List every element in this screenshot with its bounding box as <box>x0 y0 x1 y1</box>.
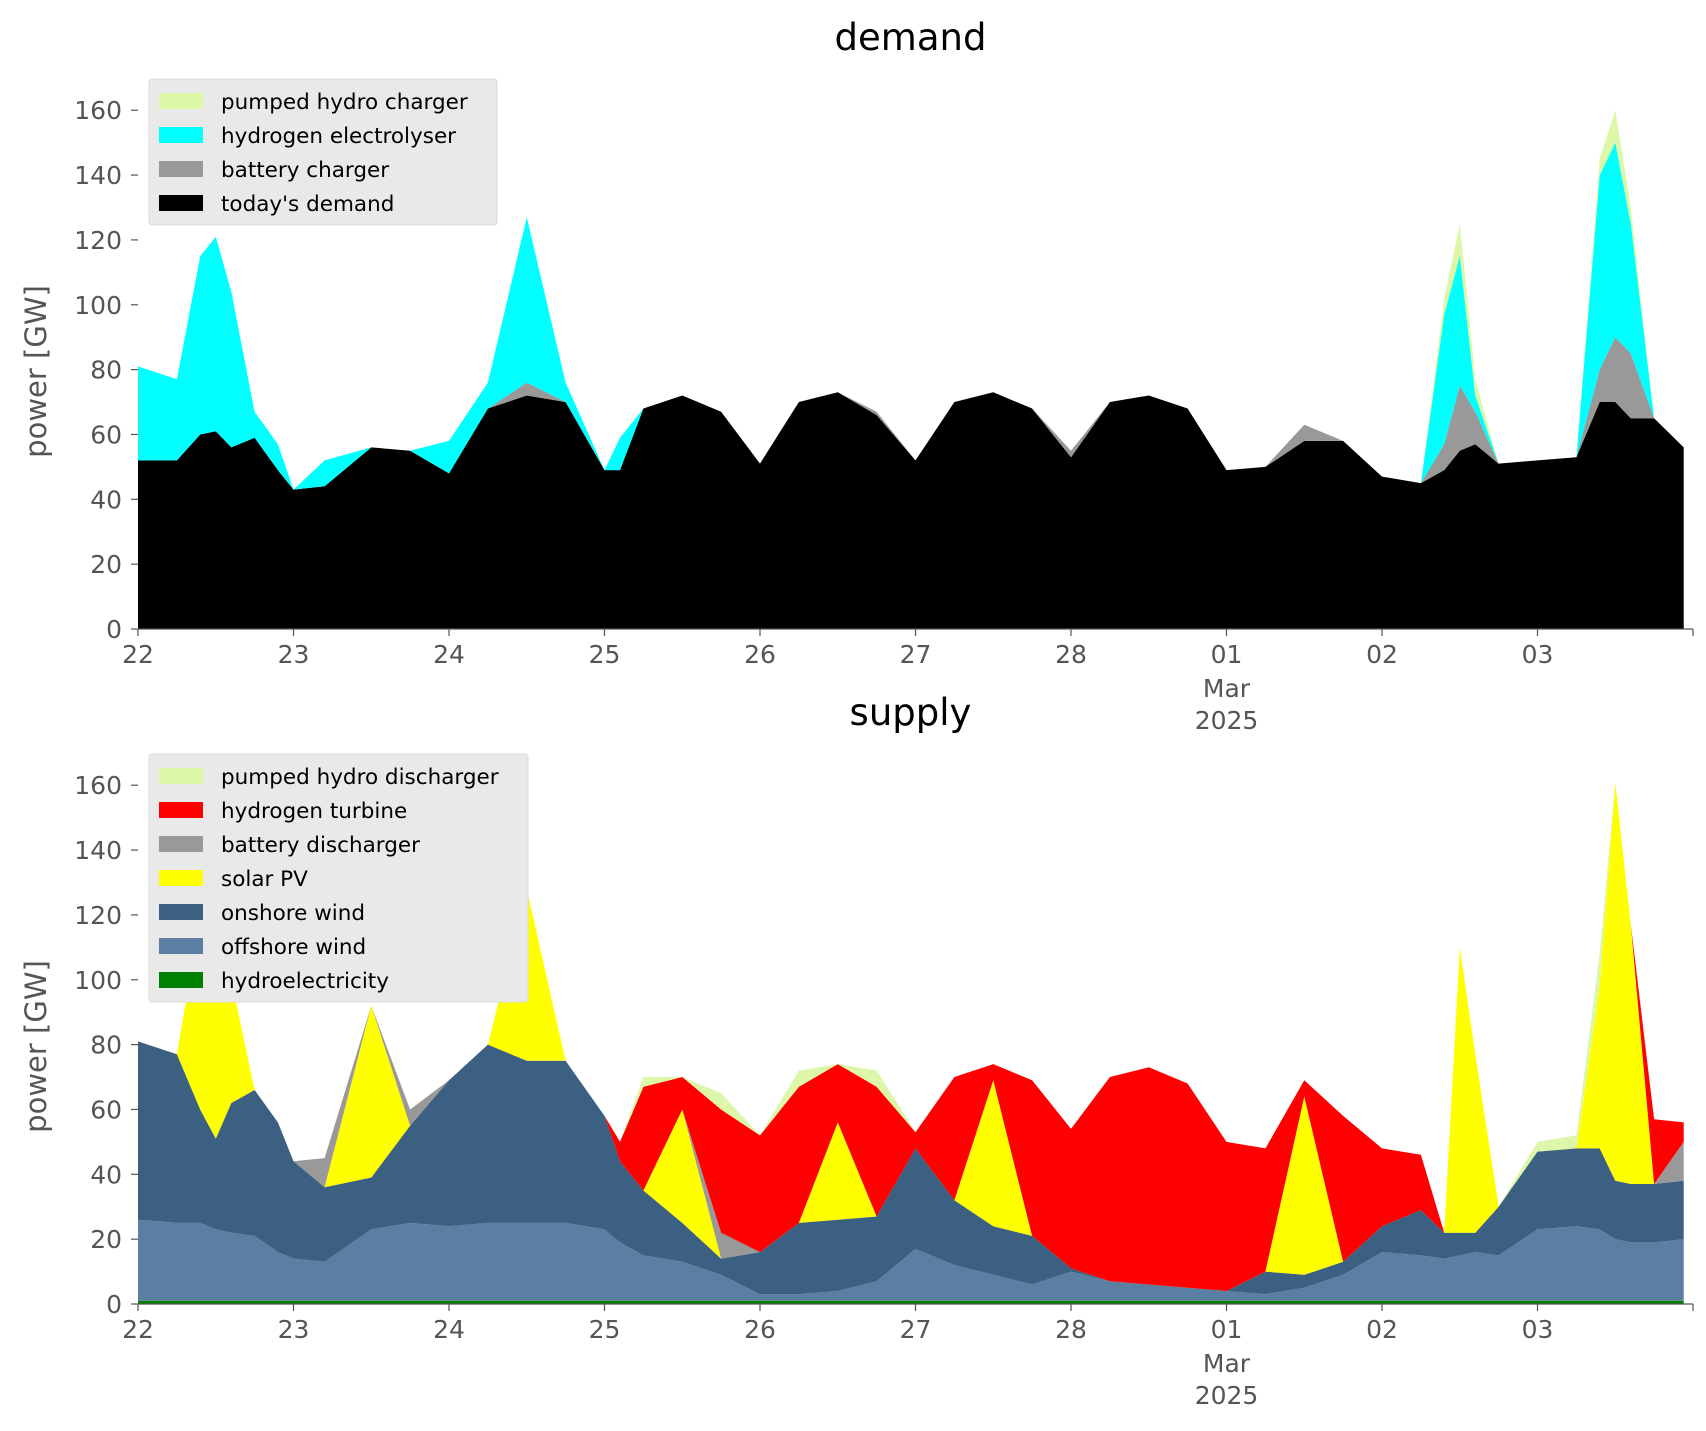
y-tick-label: 140 <box>74 161 122 190</box>
y-tick-label: 60 <box>90 1095 122 1124</box>
x-tick-label: 26 <box>744 640 776 669</box>
y-tick-label: 40 <box>90 485 122 514</box>
y-tick-label: 120 <box>74 226 122 255</box>
legend: pumped hydro charger hydrogen electrolyse… <box>148 78 498 226</box>
y-tick-label: 40 <box>90 1160 122 1189</box>
y-tick-label: 160 <box>74 96 122 125</box>
y-axis-label: power [GW] <box>19 285 53 458</box>
legend-item-hydrogen-turbine: hydrogen turbine <box>159 799 407 824</box>
area-hydrogen-electrolyser <box>138 142 1684 490</box>
x-tick-label: 28 <box>1055 1315 1087 1344</box>
y-axis: 0 20 40 60 80 100 120 140 160 <box>74 96 138 644</box>
legend-label: hydrogen turbine <box>221 799 407 824</box>
y-tick-label: 140 <box>74 836 122 865</box>
legend-swatch <box>159 904 203 920</box>
legend-swatch <box>159 93 203 109</box>
legend-item-offshore-wind: offshore wind <box>159 935 366 960</box>
area-offshore-wind <box>138 1219 1684 1301</box>
chart-title: supply <box>850 691 972 734</box>
x-tick-label: 22 <box>122 640 154 669</box>
x-tick-label: 22 <box>122 1315 154 1344</box>
series-areas <box>138 110 1684 629</box>
legend-label: solar PV <box>221 867 308 892</box>
legend-item-today-s-demand: today's demand <box>159 192 394 217</box>
y-axis: 0 20 40 60 80 100 120 140 160 <box>74 771 138 1319</box>
legend-item-pumped-hydro-discharger: pumped hydro discharger <box>159 765 499 790</box>
legend-swatch <box>159 161 203 177</box>
y-tick-label: 120 <box>74 901 122 930</box>
legend-label: hydrogen electrolyser <box>221 124 456 149</box>
area-hydroelectricity <box>138 1300 1684 1304</box>
y-tick-label: 80 <box>90 356 122 385</box>
legend-item-hydroelectricity: hydroelectricity <box>159 969 389 994</box>
y-tick-label: 20 <box>90 1225 122 1254</box>
chart-title: demand <box>835 16 987 59</box>
y-tick-label: 0 <box>106 1290 122 1319</box>
y-tick-label: 20 <box>90 550 122 579</box>
x-tick-sublabel: 2025 <box>1195 1381 1259 1410</box>
legend-label: pumped hydro discharger <box>221 765 499 790</box>
x-axis: 22 23 24 25 26 27 28 01 Mar 2025 02 03 <box>122 629 1694 735</box>
x-tick-label: 23 <box>278 640 310 669</box>
legend-box <box>148 753 529 1003</box>
y-tick-label: 100 <box>74 291 122 320</box>
x-tick-sublabel: 2025 <box>1195 706 1259 735</box>
x-tick-label: 03 <box>1522 1315 1554 1344</box>
x-tick-label: 01 <box>1211 1315 1243 1344</box>
x-tick-label: 26 <box>744 1315 776 1344</box>
area-onshore-wind <box>138 1041 1684 1295</box>
legend-label: pumped hydro charger <box>221 90 468 115</box>
x-tick-label: 27 <box>900 640 932 669</box>
legend-label: hydroelectricity <box>221 969 389 994</box>
legend-item-solar-pv: solar PV <box>159 867 308 892</box>
x-tick-label: 25 <box>589 640 621 669</box>
legend-item-battery-charger: battery charger <box>159 158 389 183</box>
legend-item-onshore-wind: onshore wind <box>159 901 365 926</box>
legend-swatch <box>159 836 203 852</box>
x-tick-label: 02 <box>1366 640 1398 669</box>
legend-swatch <box>159 972 203 988</box>
x-tick-label: 03 <box>1522 640 1554 669</box>
x-axis: 22 23 24 25 26 27 28 01 Mar 2025 02 03 <box>122 1304 1694 1410</box>
x-tick-label: 01 <box>1211 640 1243 669</box>
y-tick-label: 160 <box>74 771 122 800</box>
y-tick-label: 60 <box>90 420 122 449</box>
legend-item-hydrogen-electrolyser: hydrogen electrolyser <box>159 124 456 149</box>
x-tick-sublabel: Mar <box>1203 674 1251 703</box>
y-tick-label: 80 <box>90 1031 122 1060</box>
area-today-s-demand <box>138 392 1684 629</box>
legend-swatch <box>159 195 203 211</box>
legend-label: today's demand <box>221 192 394 217</box>
x-tick-label: 28 <box>1055 640 1087 669</box>
legend-swatch <box>159 127 203 143</box>
legend-swatch <box>159 768 203 784</box>
legend-item-pumped-hydro-charger: pumped hydro charger <box>159 90 468 115</box>
x-tick-sublabel: Mar <box>1203 1349 1251 1378</box>
x-tick-label: 24 <box>433 640 465 669</box>
x-tick-label: 23 <box>278 1315 310 1344</box>
legend-item-battery-discharger: battery discharger <box>159 833 420 858</box>
legend-swatch <box>159 938 203 954</box>
x-tick-label: 24 <box>433 1315 465 1344</box>
legend-label: battery discharger <box>221 833 420 858</box>
legend-label: battery charger <box>221 158 389 183</box>
x-tick-label: 25 <box>589 1315 621 1344</box>
legend-box <box>148 78 498 226</box>
legend-label: offshore wind <box>221 935 366 960</box>
legend-swatch <box>159 802 203 818</box>
legend-swatch <box>159 870 203 886</box>
legend: pumped hydro discharger hydrogen turbine b… <box>148 753 529 1003</box>
x-tick-label: 02 <box>1366 1315 1398 1344</box>
x-tick-label: 27 <box>900 1315 932 1344</box>
y-tick-label: 100 <box>74 966 122 995</box>
legend-label: onshore wind <box>221 901 365 926</box>
y-tick-label: 0 <box>106 615 122 644</box>
y-axis-label: power [GW] <box>19 960 53 1133</box>
